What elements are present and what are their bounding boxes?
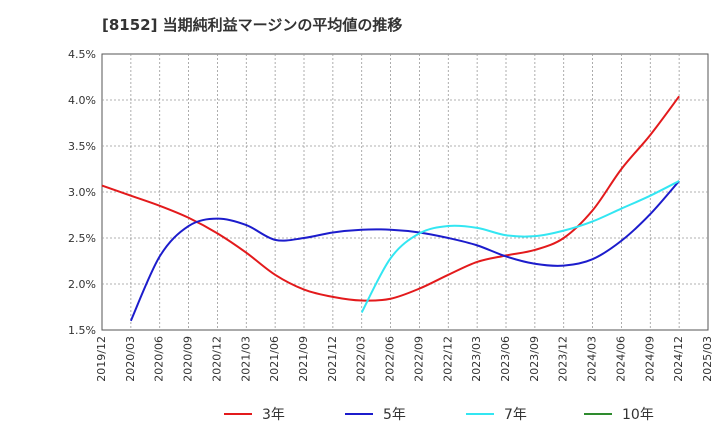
- legend-label: 5年: [383, 407, 406, 423]
- x-tick-label: 2025/03: [701, 336, 714, 382]
- y-tick-label: 1.5%: [68, 324, 96, 337]
- x-tick-label: 2022/06: [384, 336, 397, 382]
- y-tick-label: 2.0%: [68, 278, 96, 291]
- grid-lines: [102, 54, 708, 330]
- y-axis-ticks: 1.5% 2.0% 2.5% 3.0% 3.5% 4.0% 4.5%: [68, 48, 96, 337]
- x-tick-label: 2023/09: [528, 336, 541, 382]
- x-tick-label: 2024/06: [614, 336, 627, 382]
- legend-label: 10年: [622, 407, 654, 423]
- x-tick-label: 2022/03: [355, 336, 368, 382]
- series-lines: [101, 95, 680, 322]
- x-tick-label: 2023/06: [499, 336, 512, 382]
- x-tick-label: 2020/12: [210, 336, 223, 382]
- x-tick-label: 2021/09: [297, 336, 310, 382]
- x-tick-label: 2021/12: [326, 336, 339, 382]
- legend-label: 3年: [262, 407, 285, 423]
- series-line: [360, 180, 680, 313]
- y-tick-label: 4.5%: [68, 48, 96, 61]
- x-tick-label: 2024/09: [643, 336, 656, 382]
- x-tick-label: 2020/09: [182, 336, 195, 382]
- x-tick-label: 2023/12: [557, 336, 570, 382]
- y-tick-label: 4.0%: [68, 94, 96, 107]
- x-tick-label: 2020/06: [153, 336, 166, 382]
- x-tick-label: 2020/03: [124, 336, 137, 382]
- x-tick-label: 2021/03: [239, 336, 252, 382]
- legend: 3年 5年 7年 10年: [224, 407, 654, 423]
- chart-title: [8152] 当期純利益マージンの平均値の推移: [102, 16, 403, 34]
- plot-area: [101, 53, 709, 331]
- x-tick-label: 2019/12: [95, 336, 108, 382]
- x-tick-label: 2024/03: [586, 336, 599, 382]
- series-line: [129, 180, 680, 322]
- x-axis-ticks: 2019/12 2020/03 2020/06 2020/09 2020/12 2021/…: [95, 336, 714, 382]
- x-tick-label: 2023/03: [470, 336, 483, 382]
- x-tick-label: 2024/12: [672, 336, 685, 382]
- x-tick-label: 2022/12: [441, 336, 454, 382]
- y-tick-label: 3.0%: [68, 186, 96, 199]
- x-tick-label: 2021/06: [268, 336, 281, 382]
- legend-label: 7年: [504, 407, 527, 423]
- x-tick-label: 2022/09: [412, 336, 425, 382]
- y-tick-label: 2.5%: [68, 232, 96, 245]
- y-tick-label: 3.5%: [68, 140, 96, 153]
